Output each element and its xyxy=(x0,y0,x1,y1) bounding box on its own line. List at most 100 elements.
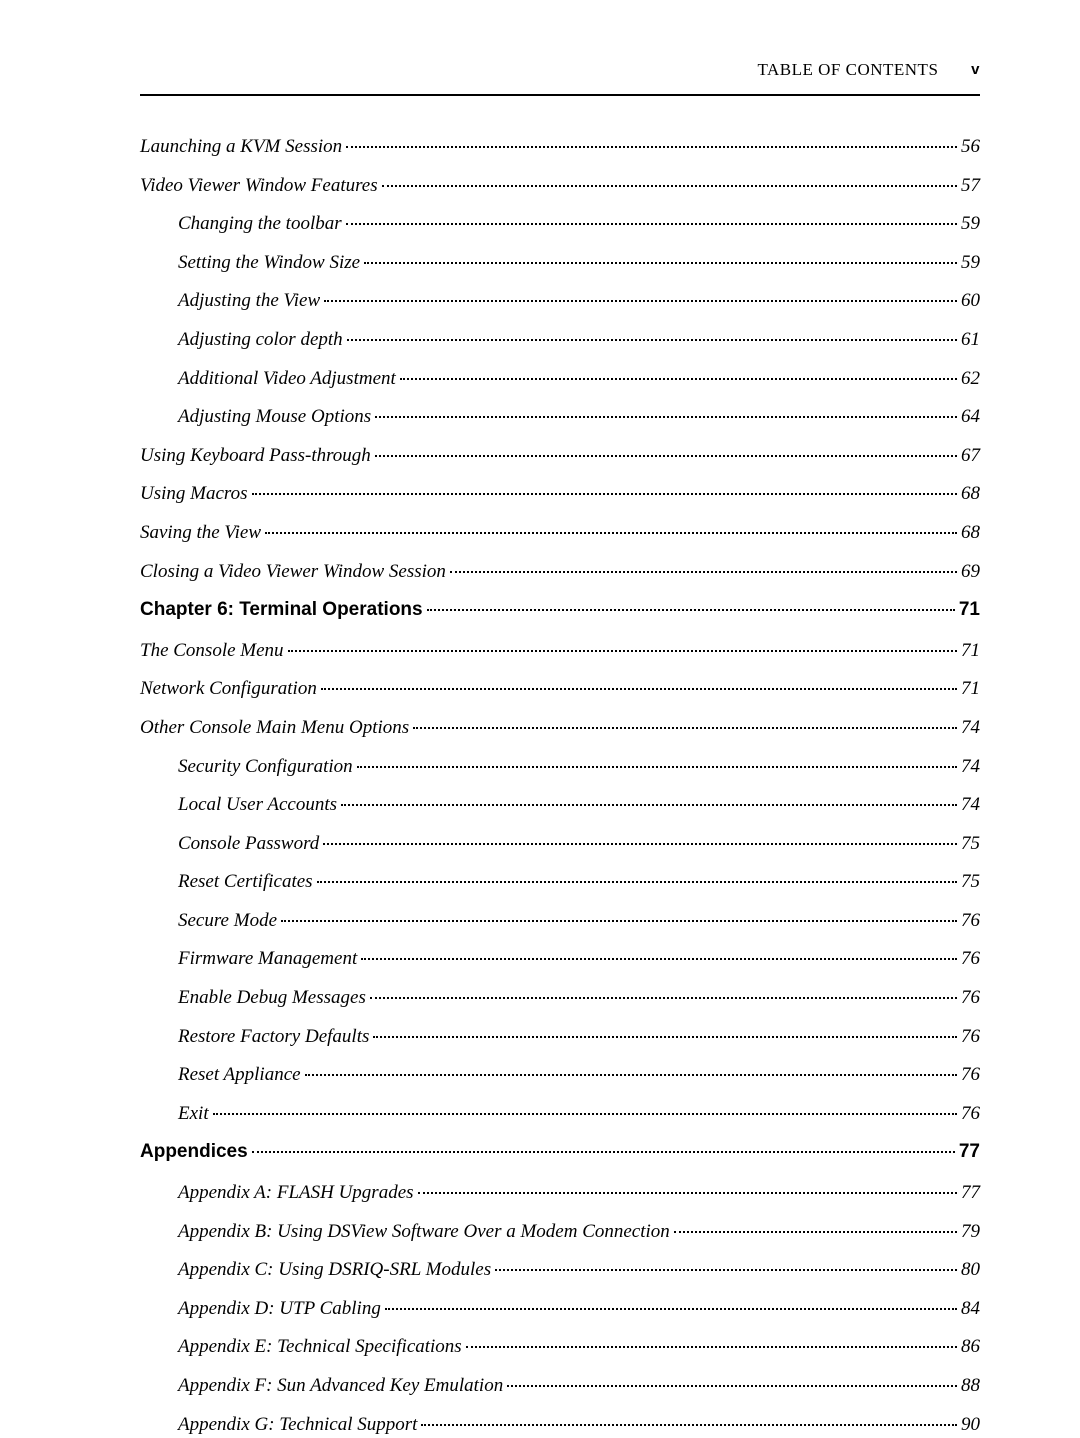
toc-entry-page: 60 xyxy=(961,288,980,315)
toc-leader-dots xyxy=(385,1308,957,1310)
toc-entry-page: 79 xyxy=(961,1219,980,1246)
toc-leader-dots xyxy=(317,881,957,883)
toc-entry-page: 88 xyxy=(961,1373,980,1400)
header-title: TABLE OF CONTENTS xyxy=(757,60,938,79)
toc-entry-page: 80 xyxy=(961,1257,980,1284)
toc-entry-title: Enable Debug Messages xyxy=(178,985,366,1012)
toc-entry-title: Reset Appliance xyxy=(178,1062,301,1089)
toc-entry-page: 76 xyxy=(961,1024,980,1051)
toc-entry-title: Restore Factory Defaults xyxy=(178,1024,369,1051)
toc-leader-dots xyxy=(674,1231,957,1233)
toc-entry-page: 61 xyxy=(961,327,980,354)
toc-entry-title: Saving the View xyxy=(140,520,261,547)
toc-entry-page: 71 xyxy=(961,676,980,703)
toc-entry-page: 74 xyxy=(961,792,980,819)
toc-entry-title: Appendix D: UTP Cabling xyxy=(178,1296,381,1323)
toc-entry-title: Using Macros xyxy=(140,481,248,508)
toc-entry-title: Launching a KVM Session xyxy=(140,134,342,161)
toc-leader-dots xyxy=(427,609,955,611)
toc-entry-page: 71 xyxy=(961,638,980,665)
toc-row: Appendix C: Using DSRIQ-SRL Modules 80 xyxy=(178,1257,980,1284)
toc-entry-title: Setting the Window Size xyxy=(178,250,360,277)
toc-leader-dots xyxy=(346,146,957,148)
toc-row: Other Console Main Menu Options 74 xyxy=(140,715,980,742)
toc-entry-page: 75 xyxy=(961,869,980,896)
toc-row: Appendix A: FLASH Upgrades 77 xyxy=(178,1180,980,1207)
toc-leader-dots xyxy=(213,1113,957,1115)
toc-entry-title: Adjusting Mouse Options xyxy=(178,404,371,431)
toc-row: Firmware Management 76 xyxy=(178,946,980,973)
toc-entry-page: 64 xyxy=(961,404,980,431)
toc-row: Exit 76 xyxy=(178,1101,980,1128)
page-header: TABLE OF CONTENTS v xyxy=(140,60,980,96)
toc-entry-page: 68 xyxy=(961,481,980,508)
toc-row: Reset Certificates 75 xyxy=(178,869,980,896)
toc-row: Appendix E: Technical Specifications 86 xyxy=(178,1334,980,1361)
toc-entry-page: 68 xyxy=(961,520,980,547)
document-page: TABLE OF CONTENTS v Launching a KVM Sess… xyxy=(0,0,1080,1296)
toc-entry-title: Exit xyxy=(178,1101,209,1128)
toc-row: The Console Menu 71 xyxy=(140,638,980,665)
toc-entry-title: Reset Certificates xyxy=(178,869,313,896)
toc-leader-dots xyxy=(357,766,957,768)
toc-entry-title: Adjusting color depth xyxy=(178,327,343,354)
toc-entry-page: 62 xyxy=(961,366,980,393)
toc-row: Setting the Window Size 59 xyxy=(178,250,980,277)
toc-leader-dots xyxy=(288,650,957,652)
toc-row: Network Configuration 71 xyxy=(140,676,980,703)
toc-entry-title: Adjusting the View xyxy=(178,288,320,315)
toc-entry-page: 86 xyxy=(961,1334,980,1361)
toc-entry-page: 56 xyxy=(961,134,980,161)
toc-leader-dots xyxy=(466,1346,957,1348)
toc-row: Adjusting color depth 61 xyxy=(178,327,980,354)
toc-entry-title: Appendix E: Technical Specifications xyxy=(178,1334,462,1361)
toc-entry-title: Secure Mode xyxy=(178,908,277,935)
toc-entry-page: 76 xyxy=(961,1101,980,1128)
toc-leader-dots xyxy=(400,378,957,380)
toc-row: Saving the View 68 xyxy=(140,520,980,547)
toc-leader-dots xyxy=(364,262,957,264)
toc-row: Console Password 75 xyxy=(178,831,980,858)
toc-entry-page: 76 xyxy=(961,908,980,935)
toc-row: Appendix F: Sun Advanced Key Emulation 8… xyxy=(178,1373,980,1400)
toc-row: Using Macros 68 xyxy=(140,481,980,508)
toc-entry-title: Local User Accounts xyxy=(178,792,337,819)
toc-row: Appendix D: UTP Cabling 84 xyxy=(178,1296,980,1323)
table-of-contents: Launching a KVM Session 56Video Viewer W… xyxy=(140,134,980,1438)
toc-leader-dots xyxy=(252,493,958,495)
toc-entry-page: 67 xyxy=(961,443,980,470)
toc-row: Using Keyboard Pass-through 67 xyxy=(140,443,980,470)
toc-entry-page: 90 xyxy=(961,1412,980,1438)
toc-entry-title: Appendix B: Using DSView Software Over a… xyxy=(178,1219,670,1246)
toc-entry-title: Appendix C: Using DSRIQ-SRL Modules xyxy=(178,1257,491,1284)
toc-entry-page: 77 xyxy=(959,1139,980,1166)
toc-chapter-row: Appendices 77 xyxy=(140,1139,980,1166)
toc-leader-dots xyxy=(252,1151,955,1153)
toc-row: Reset Appliance 76 xyxy=(178,1062,980,1089)
toc-row: Local User Accounts 74 xyxy=(178,792,980,819)
toc-entry-page: 71 xyxy=(959,597,980,624)
toc-leader-dots xyxy=(373,1036,957,1038)
toc-leader-dots xyxy=(413,727,957,729)
toc-leader-dots xyxy=(341,804,957,806)
toc-row: Closing a Video Viewer Window Session 69 xyxy=(140,559,980,586)
toc-row: Security Configuration 74 xyxy=(178,754,980,781)
toc-leader-dots xyxy=(382,185,957,187)
toc-row: Enable Debug Messages 76 xyxy=(178,985,980,1012)
toc-entry-page: 59 xyxy=(961,211,980,238)
toc-entry-title: Changing the toolbar xyxy=(178,211,342,238)
toc-entry-title: Appendices xyxy=(140,1139,248,1166)
toc-entry-page: 76 xyxy=(961,985,980,1012)
toc-entry-page: 75 xyxy=(961,831,980,858)
toc-leader-dots xyxy=(507,1385,957,1387)
toc-entry-title: Firmware Management xyxy=(178,946,357,973)
toc-entry-page: 74 xyxy=(961,715,980,742)
toc-row: Secure Mode 76 xyxy=(178,908,980,935)
toc-entry-page: 59 xyxy=(961,250,980,277)
toc-row: Appendix B: Using DSView Software Over a… xyxy=(178,1219,980,1246)
toc-leader-dots xyxy=(370,997,957,999)
toc-entry-page: 74 xyxy=(961,754,980,781)
toc-entry-page: 77 xyxy=(961,1180,980,1207)
toc-entry-title: Security Configuration xyxy=(178,754,353,781)
toc-entry-title: Appendix G: Technical Support xyxy=(178,1412,417,1438)
